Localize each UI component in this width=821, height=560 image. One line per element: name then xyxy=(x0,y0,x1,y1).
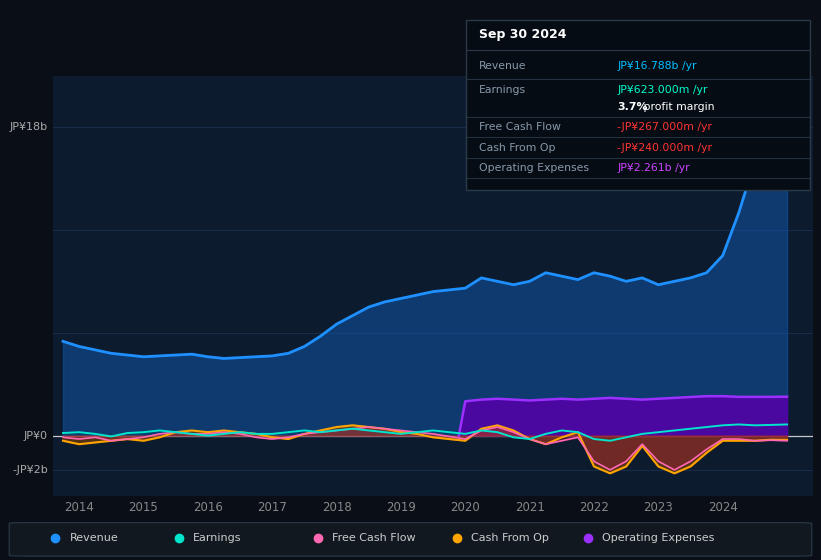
Text: Earnings: Earnings xyxy=(193,533,241,543)
Text: -JP¥240.000m /yr: -JP¥240.000m /yr xyxy=(617,143,713,153)
Text: JP¥623.000m /yr: JP¥623.000m /yr xyxy=(617,85,708,95)
Text: Cash From Op: Cash From Op xyxy=(479,143,556,153)
Text: Operating Expenses: Operating Expenses xyxy=(479,163,589,173)
Text: Sep 30 2024: Sep 30 2024 xyxy=(479,29,566,41)
Text: Cash From Op: Cash From Op xyxy=(470,533,548,543)
Text: Revenue: Revenue xyxy=(479,60,527,71)
Text: Free Cash Flow: Free Cash Flow xyxy=(332,533,415,543)
Text: JP¥18b: JP¥18b xyxy=(10,122,48,132)
Text: Operating Expenses: Operating Expenses xyxy=(602,533,714,543)
Text: Free Cash Flow: Free Cash Flow xyxy=(479,122,562,132)
Text: JP¥2.261b /yr: JP¥2.261b /yr xyxy=(617,163,690,173)
Text: JP¥16.788b /yr: JP¥16.788b /yr xyxy=(617,60,697,71)
Text: Earnings: Earnings xyxy=(479,85,526,95)
Text: 3.7%: 3.7% xyxy=(617,102,648,111)
Text: profit margin: profit margin xyxy=(640,102,714,111)
Text: -JP¥267.000m /yr: -JP¥267.000m /yr xyxy=(617,122,712,132)
FancyBboxPatch shape xyxy=(9,522,812,556)
Text: JP¥0: JP¥0 xyxy=(24,431,48,441)
Text: -JP¥2b: -JP¥2b xyxy=(12,465,48,475)
FancyBboxPatch shape xyxy=(466,20,810,190)
Text: Revenue: Revenue xyxy=(70,533,118,543)
